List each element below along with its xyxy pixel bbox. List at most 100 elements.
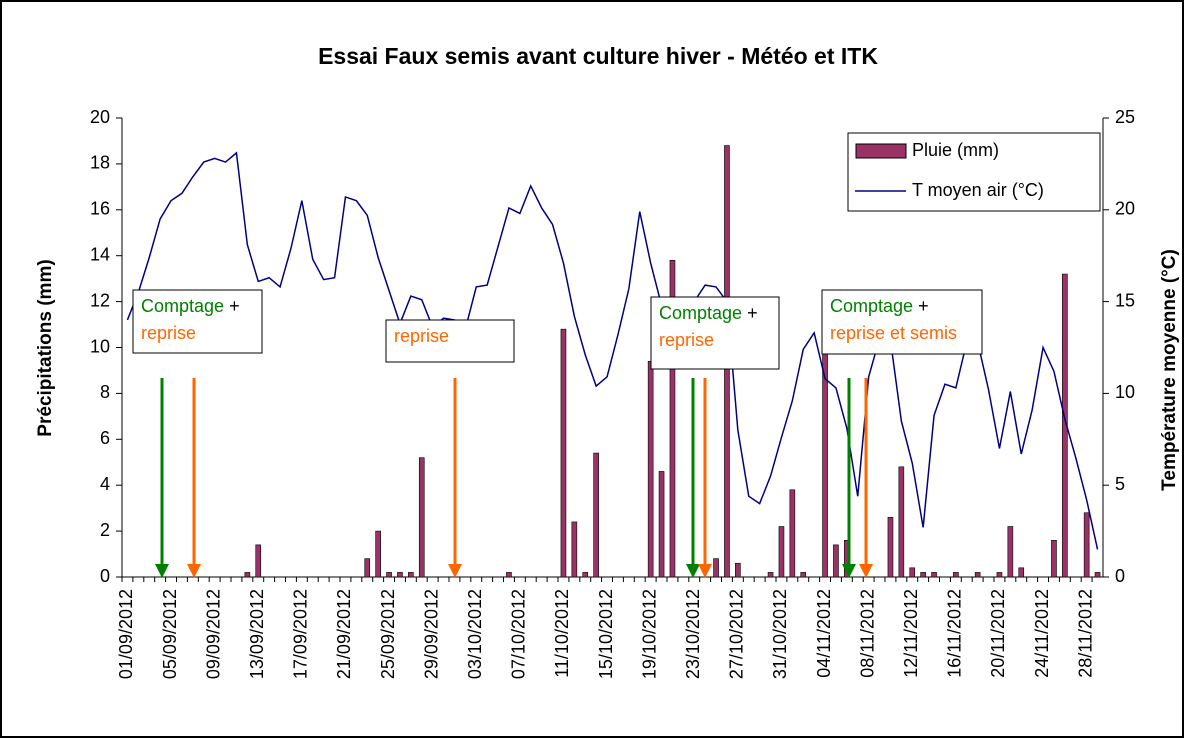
bar bbox=[386, 572, 392, 578]
bar bbox=[887, 517, 894, 578]
y2-tick-label: 5 bbox=[1115, 474, 1125, 494]
arrow-head bbox=[859, 564, 873, 578]
y2-axis-title: Température moyenne (°C) bbox=[1159, 249, 1180, 491]
arrow-head bbox=[842, 564, 856, 578]
temperature-line bbox=[126, 151, 1099, 550]
annotation-part: reprise bbox=[394, 326, 449, 346]
bar bbox=[931, 572, 937, 578]
bar bbox=[244, 572, 251, 578]
x-tick-label: 25/09/2012 bbox=[378, 589, 398, 679]
x-tick-label: 01/09/2012 bbox=[116, 589, 136, 679]
x-tick-label: 08/11/2012 bbox=[857, 589, 877, 678]
annotation-text: reprise bbox=[141, 323, 196, 343]
x-tick-label: 15/10/2012 bbox=[596, 589, 616, 679]
bar bbox=[1083, 512, 1090, 578]
bar bbox=[397, 572, 403, 578]
y-tick-label: 4 bbox=[100, 474, 110, 494]
arrow-head bbox=[686, 564, 700, 578]
x-tick-label: 07/10/2012 bbox=[509, 589, 529, 679]
x-tick-label: 13/09/2012 bbox=[247, 589, 267, 679]
arrow-head bbox=[698, 564, 712, 578]
annotation-part: Comptage bbox=[659, 303, 742, 323]
bar bbox=[1094, 572, 1101, 578]
bar bbox=[953, 572, 959, 578]
x-tick-label: 12/11/2012 bbox=[901, 589, 921, 678]
annotation-box bbox=[821, 289, 983, 355]
y-tick-label: 14 bbox=[90, 244, 110, 264]
annotation-box bbox=[385, 319, 515, 363]
chart-title: Essai Faux semis avant culture hiver - M… bbox=[318, 43, 878, 69]
bar bbox=[789, 489, 796, 578]
x-tick-label: 21/09/2012 bbox=[334, 589, 354, 679]
bar bbox=[1007, 526, 1014, 578]
annotation-text: Comptage + bbox=[141, 296, 240, 316]
x-tick-label: 03/10/2012 bbox=[465, 589, 485, 679]
bar bbox=[669, 259, 676, 578]
bar bbox=[822, 328, 828, 578]
y2-tick-label: 15 bbox=[1115, 290, 1135, 310]
annotation-part: reprise bbox=[659, 330, 714, 350]
annotation-part: reprise et semis bbox=[830, 323, 957, 343]
y-tick-label: 12 bbox=[90, 290, 110, 310]
bar bbox=[767, 572, 774, 578]
x-tick-label: 24/11/2012 bbox=[1032, 589, 1052, 678]
y-tick-label: 2 bbox=[100, 520, 110, 540]
legend-swatch bbox=[855, 143, 907, 159]
y2-tick-label: 20 bbox=[1115, 199, 1135, 219]
bar bbox=[909, 567, 916, 578]
annotation-box bbox=[650, 296, 780, 370]
bar bbox=[920, 572, 926, 578]
bar bbox=[560, 328, 567, 578]
bar bbox=[1051, 539, 1057, 578]
y-tick-label: 16 bbox=[90, 199, 110, 219]
annotation-text: reprise et semis bbox=[830, 323, 957, 343]
bar bbox=[800, 572, 807, 578]
y-tick-label: 6 bbox=[100, 428, 110, 448]
bar bbox=[996, 572, 1003, 578]
annotation-box bbox=[132, 289, 263, 354]
bar bbox=[593, 452, 599, 578]
x-tick-label: 16/11/2012 bbox=[945, 589, 965, 678]
bar bbox=[408, 572, 414, 578]
y-tick-label: 8 bbox=[100, 382, 110, 402]
x-tick-label: 20/11/2012 bbox=[988, 589, 1008, 678]
x-tick-label: 29/09/2012 bbox=[421, 589, 441, 679]
annotation-part: Comptage bbox=[830, 296, 913, 316]
bar bbox=[974, 572, 981, 578]
bar bbox=[778, 526, 785, 578]
x-tick-label: 27/10/2012 bbox=[727, 589, 747, 679]
legend-label: Pluie (mm) bbox=[912, 140, 999, 160]
annotation-part: + bbox=[918, 296, 929, 316]
bar bbox=[418, 457, 425, 578]
annotation-text: reprise bbox=[659, 330, 714, 350]
x-tick-label: 28/11/2012 bbox=[1075, 589, 1095, 678]
bar bbox=[713, 558, 719, 578]
arrow-head bbox=[448, 564, 462, 578]
bar bbox=[582, 572, 589, 578]
annotation-part: + bbox=[229, 296, 240, 316]
x-tick-label: 11/10/2012 bbox=[552, 589, 572, 678]
y-tick-label: 18 bbox=[90, 153, 110, 173]
annotation-text: Comptage + bbox=[659, 303, 758, 323]
y2-tick-label: 0 bbox=[1115, 566, 1125, 586]
y2-tick-label: 25 bbox=[1115, 107, 1135, 127]
bar bbox=[1018, 567, 1025, 578]
bar bbox=[364, 558, 371, 578]
x-tick-label: 17/09/2012 bbox=[291, 589, 311, 679]
x-tick-label: 31/10/2012 bbox=[770, 589, 790, 679]
x-tick-label: 19/10/2012 bbox=[639, 589, 659, 679]
bar bbox=[647, 360, 654, 578]
x-tick-label: 04/11/2012 bbox=[814, 589, 834, 678]
y-tick-label: 10 bbox=[90, 336, 110, 356]
bar bbox=[833, 544, 839, 578]
legend-label: T moyen air (°C) bbox=[912, 180, 1044, 200]
bar bbox=[255, 544, 262, 578]
annotation-text: reprise bbox=[394, 326, 449, 346]
annotation-part: reprise bbox=[141, 323, 196, 343]
bar bbox=[898, 466, 905, 578]
bar bbox=[735, 562, 741, 578]
x-tick-label: 09/09/2012 bbox=[203, 589, 223, 679]
annotation-part: + bbox=[747, 303, 758, 323]
